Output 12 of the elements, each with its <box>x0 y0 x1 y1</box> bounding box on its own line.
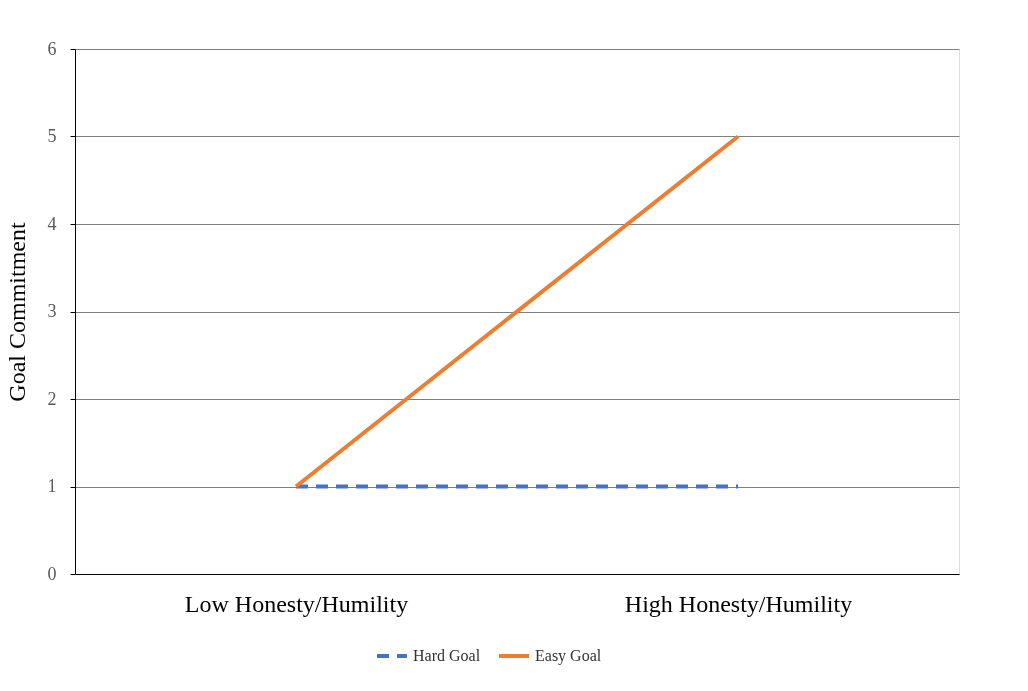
y-tick-label: 4 <box>47 213 57 234</box>
y-axis-title: Goal Commitment <box>3 222 30 402</box>
y-tick-label: 3 <box>47 301 57 321</box>
x-tick-label: High Honesty/Humility <box>624 590 853 617</box>
y-tick-label: 0 <box>47 563 57 584</box>
y-tick-label: 5 <box>47 126 57 146</box>
legend-label: Easy Goal <box>535 647 602 665</box>
legend-label: Hard Goal <box>413 647 481 664</box>
y-tick-label: 1 <box>47 476 57 496</box>
x-tick-label: Low Honesty/Humility <box>184 590 409 617</box>
y-tick-label: 6 <box>47 38 57 59</box>
y-tick-label: 2 <box>47 388 57 409</box>
